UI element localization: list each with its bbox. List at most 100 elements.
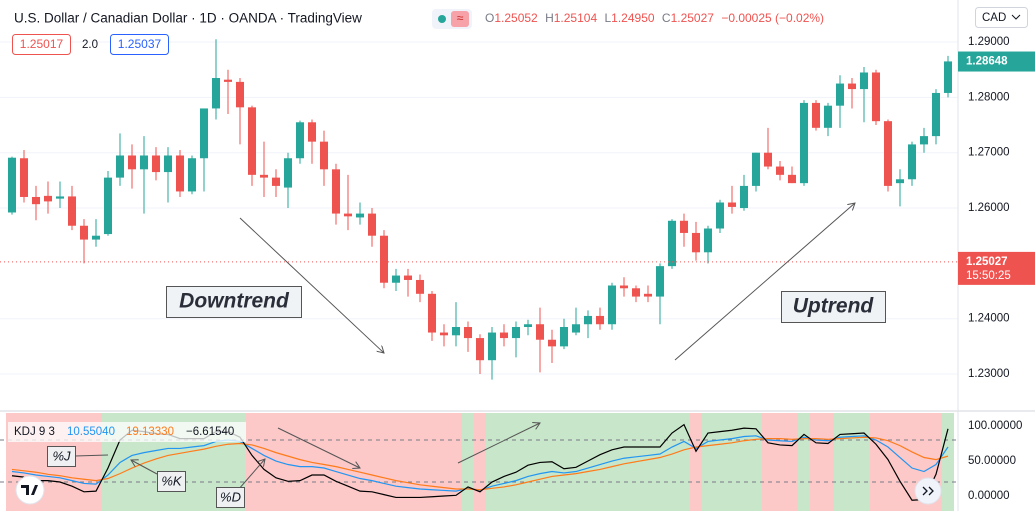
candle-body xyxy=(848,83,856,90)
tv-logo[interactable] xyxy=(15,475,45,505)
candle-body xyxy=(32,196,40,205)
y-tick-label: 100.00000 xyxy=(968,420,1022,432)
candle-body xyxy=(524,324,532,328)
kdj-shade xyxy=(654,413,666,511)
candle-body xyxy=(128,155,136,170)
kdj-shade xyxy=(834,413,846,511)
kdj-shade xyxy=(690,413,702,511)
candle-body xyxy=(260,174,268,178)
uptrend-box xyxy=(781,291,886,323)
candle-body xyxy=(224,79,232,82)
candle-body xyxy=(728,202,736,207)
candle-body xyxy=(308,122,316,142)
delay-icon xyxy=(451,11,469,27)
kdj-shade xyxy=(258,413,270,511)
kdj-shade xyxy=(822,413,834,511)
candle-body xyxy=(80,225,88,240)
kdj-shade xyxy=(846,413,858,511)
kdj-shade xyxy=(318,413,330,511)
candle-body xyxy=(392,275,400,283)
kdj-shade xyxy=(858,413,870,511)
candle-body xyxy=(344,213,352,217)
candle-body xyxy=(404,275,412,280)
candle-body xyxy=(896,179,904,184)
kdj-shade xyxy=(906,413,918,511)
kdj-shade xyxy=(498,413,510,511)
candle-body xyxy=(200,108,208,159)
candle-body xyxy=(488,332,496,361)
candle-body xyxy=(692,232,700,253)
scroll-icon xyxy=(922,486,934,496)
candle-body xyxy=(884,121,892,186)
kdj-shade xyxy=(786,413,798,511)
kdj-shade xyxy=(618,413,630,511)
candle-body xyxy=(452,327,460,336)
candle-body xyxy=(572,324,580,333)
d-pointer xyxy=(237,459,265,491)
candle-body xyxy=(284,158,292,188)
candle-body xyxy=(188,158,196,192)
ohlc-label: O xyxy=(485,11,494,25)
buy-price[interactable]: 1.25037 xyxy=(118,37,162,51)
y-tick-label: 50.00000 xyxy=(968,455,1016,467)
candle-body xyxy=(164,155,172,173)
j-pointer xyxy=(74,454,109,457)
candle-body xyxy=(92,235,100,240)
kdj-shade xyxy=(486,413,498,511)
k-legend-value: 10.55040 xyxy=(67,426,115,438)
d-legend-value: 19.13330 xyxy=(126,426,174,438)
candle-body xyxy=(272,177,280,186)
ohlc-value: 1.25052 xyxy=(494,11,538,25)
kdj-shade xyxy=(582,413,594,511)
candle-body xyxy=(704,228,712,253)
kdj-shade xyxy=(594,413,606,511)
kdj-shade xyxy=(798,413,810,511)
currency-label[interactable]: CAD xyxy=(982,12,1006,24)
scroll-button[interactable] xyxy=(914,477,942,505)
candle-body xyxy=(476,338,484,361)
kdj-shade xyxy=(750,413,762,511)
candle-body xyxy=(248,107,256,175)
candle-body xyxy=(356,213,364,218)
candle-body xyxy=(500,332,508,339)
market-open-dot xyxy=(438,15,446,23)
candle-body xyxy=(380,235,388,283)
candle-body xyxy=(932,92,940,137)
currency-dropdown[interactable] xyxy=(975,7,1028,28)
spread: 2.0 xyxy=(82,39,98,51)
kdj-shade xyxy=(666,413,678,511)
kdj-shade xyxy=(714,413,726,511)
kdj-shade xyxy=(606,413,618,511)
sell-button[interactable] xyxy=(12,34,71,55)
j-legend-value: −6.61540 xyxy=(186,426,234,438)
k-pointer xyxy=(131,460,158,475)
candle-body xyxy=(776,166,784,175)
candle-body xyxy=(296,122,304,159)
candle-body xyxy=(116,155,124,178)
candle-body xyxy=(908,144,916,180)
kdj-shade xyxy=(414,413,426,511)
kdj-shade xyxy=(522,413,534,511)
candle-body xyxy=(656,266,664,297)
kdj-shade xyxy=(294,413,306,511)
ohlc-value: 1.24950 xyxy=(611,11,655,25)
kdj-down-arrow xyxy=(277,427,360,468)
sell-price[interactable]: 1.25017 xyxy=(20,37,64,51)
kdj-shade xyxy=(726,413,738,511)
buy-button[interactable] xyxy=(110,34,169,55)
kdj-shade xyxy=(810,413,822,511)
ohlc-value: 1.25104 xyxy=(554,11,598,25)
kdj-shade xyxy=(450,413,462,511)
candle-body xyxy=(812,102,820,128)
candle-body xyxy=(560,327,568,347)
kdj-shade xyxy=(330,413,342,511)
kdj-shade xyxy=(570,413,582,511)
price-label-box xyxy=(958,251,1035,285)
ohlc-legend: O1.25052 H1.25104 L1.24950 C1.25027 −0.0… xyxy=(485,11,824,25)
candle-body xyxy=(512,327,520,339)
candle-body xyxy=(836,83,844,106)
j-tag xyxy=(47,446,76,467)
candle-body xyxy=(632,288,640,297)
kdj-legend-bg xyxy=(8,422,246,442)
